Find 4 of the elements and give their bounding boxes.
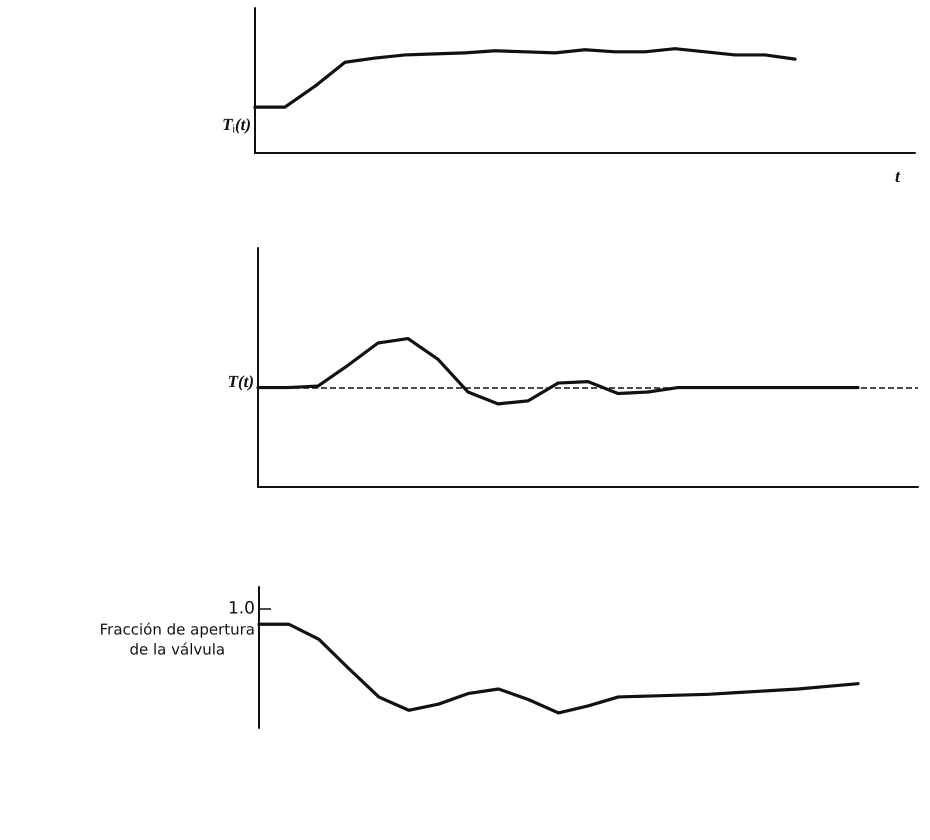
y-axis-title: T(t) xyxy=(228,372,254,391)
y-axis-title: Fracción de apertura de la válvula xyxy=(100,620,256,658)
x-axis-title: t xyxy=(895,166,901,186)
text: 1.0 xyxy=(228,598,256,618)
